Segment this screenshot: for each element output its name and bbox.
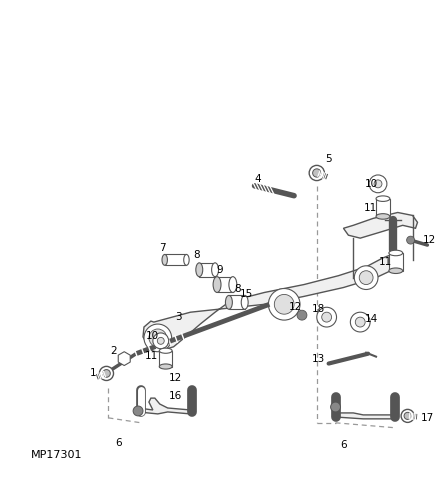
Polygon shape bbox=[165, 254, 187, 266]
Text: 17: 17 bbox=[421, 413, 434, 423]
Circle shape bbox=[317, 308, 336, 327]
Text: 4: 4 bbox=[254, 174, 261, 184]
Polygon shape bbox=[229, 296, 245, 309]
Text: 9: 9 bbox=[217, 264, 223, 274]
Circle shape bbox=[268, 288, 300, 320]
Polygon shape bbox=[118, 352, 130, 366]
Ellipse shape bbox=[241, 296, 248, 309]
Circle shape bbox=[149, 329, 167, 347]
Ellipse shape bbox=[184, 254, 189, 266]
Polygon shape bbox=[199, 263, 215, 276]
Circle shape bbox=[404, 412, 411, 420]
Text: 7: 7 bbox=[160, 243, 166, 253]
Ellipse shape bbox=[212, 263, 218, 276]
Circle shape bbox=[354, 266, 378, 289]
Circle shape bbox=[153, 333, 169, 348]
Text: 16: 16 bbox=[169, 391, 182, 401]
Text: 15: 15 bbox=[240, 290, 253, 300]
Text: 12: 12 bbox=[169, 374, 182, 384]
Polygon shape bbox=[217, 276, 233, 292]
Polygon shape bbox=[143, 253, 398, 350]
Ellipse shape bbox=[159, 364, 172, 369]
Ellipse shape bbox=[213, 276, 221, 292]
Ellipse shape bbox=[389, 250, 403, 256]
Circle shape bbox=[274, 294, 294, 314]
Circle shape bbox=[322, 312, 332, 322]
Text: 1: 1 bbox=[90, 368, 97, 378]
Polygon shape bbox=[376, 198, 390, 216]
Polygon shape bbox=[138, 398, 194, 414]
Circle shape bbox=[351, 312, 370, 332]
Text: 12: 12 bbox=[423, 235, 436, 245]
Ellipse shape bbox=[376, 196, 390, 202]
Text: 11: 11 bbox=[379, 257, 392, 267]
Circle shape bbox=[312, 169, 321, 177]
Circle shape bbox=[331, 402, 340, 412]
Circle shape bbox=[297, 310, 307, 320]
Circle shape bbox=[99, 366, 114, 380]
Ellipse shape bbox=[196, 263, 203, 276]
Text: 10: 10 bbox=[146, 331, 160, 341]
Text: 14: 14 bbox=[365, 314, 378, 324]
Text: 13: 13 bbox=[312, 354, 325, 364]
Text: 11: 11 bbox=[145, 350, 159, 360]
Polygon shape bbox=[334, 413, 398, 419]
Text: 8: 8 bbox=[193, 250, 200, 260]
Text: 3: 3 bbox=[175, 312, 182, 322]
Circle shape bbox=[359, 270, 373, 284]
Text: 12: 12 bbox=[289, 302, 302, 312]
Text: 8: 8 bbox=[234, 284, 241, 294]
Circle shape bbox=[407, 236, 415, 244]
Polygon shape bbox=[343, 212, 418, 238]
Ellipse shape bbox=[376, 214, 390, 219]
Ellipse shape bbox=[389, 268, 403, 274]
Circle shape bbox=[355, 317, 365, 327]
Circle shape bbox=[369, 175, 387, 192]
Text: 10: 10 bbox=[365, 179, 377, 189]
Ellipse shape bbox=[159, 348, 172, 354]
Circle shape bbox=[374, 180, 382, 188]
Text: 11: 11 bbox=[363, 202, 377, 212]
Circle shape bbox=[309, 166, 324, 180]
Text: MP17301: MP17301 bbox=[30, 450, 82, 460]
Circle shape bbox=[157, 338, 164, 344]
Ellipse shape bbox=[229, 276, 237, 292]
Text: 6: 6 bbox=[340, 440, 347, 450]
Ellipse shape bbox=[225, 296, 232, 309]
Text: 2: 2 bbox=[110, 346, 117, 356]
Ellipse shape bbox=[162, 254, 168, 266]
Circle shape bbox=[144, 324, 171, 351]
Circle shape bbox=[401, 410, 414, 422]
Text: 5: 5 bbox=[325, 154, 332, 164]
Polygon shape bbox=[159, 350, 172, 366]
Polygon shape bbox=[389, 253, 403, 270]
Text: 18: 18 bbox=[312, 304, 325, 314]
Circle shape bbox=[133, 406, 143, 416]
Text: 6: 6 bbox=[115, 438, 122, 448]
Circle shape bbox=[103, 370, 110, 378]
